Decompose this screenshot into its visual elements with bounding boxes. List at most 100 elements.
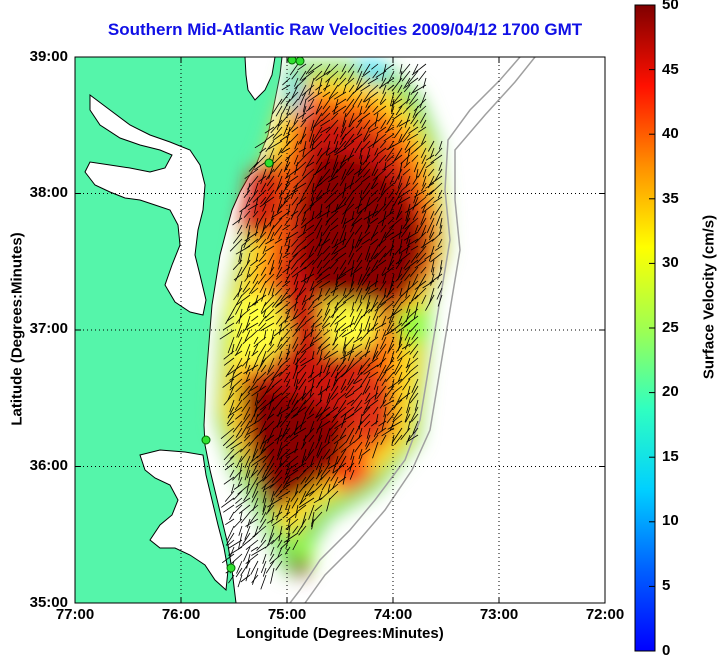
velocity-arrow	[383, 196, 395, 212]
velocity-arrow	[332, 462, 347, 474]
velocity-arrow	[428, 287, 435, 305]
velocity-arrow	[310, 322, 315, 337]
velocity-arrow	[365, 259, 371, 271]
velocity-arrow	[316, 224, 323, 239]
velocity-arrow	[356, 70, 363, 85]
velocity-arrow	[311, 182, 315, 193]
velocity-arrow	[231, 553, 243, 564]
velocity-arrow	[297, 518, 307, 534]
velocity-arrow	[411, 63, 427, 76]
velocity-arrow	[282, 280, 291, 288]
velocity-arrow	[305, 105, 315, 112]
velocity-arrow	[337, 308, 347, 319]
velocity-arrow	[250, 259, 259, 267]
velocity-arrow	[278, 448, 291, 460]
velocity-arrow	[230, 441, 243, 450]
velocity-arrow	[290, 434, 299, 442]
velocity-arrow	[237, 280, 243, 298]
velocity-arrow	[310, 315, 323, 328]
velocity-arrow	[258, 238, 267, 249]
velocity-arrow	[297, 112, 307, 120]
velocity-arrow	[321, 112, 331, 122]
velocity-arrow	[439, 217, 443, 229]
velocity-arrow	[362, 168, 371, 178]
velocity-arrow	[309, 336, 323, 346]
velocity-arrow	[300, 119, 307, 128]
velocity-arrow	[353, 434, 363, 444]
velocity-arrow	[298, 483, 307, 494]
velocity-arrow	[294, 294, 299, 311]
velocity-arrow	[404, 329, 411, 341]
velocity-arrow	[376, 147, 387, 156]
velocity-arrow	[284, 273, 291, 284]
velocity-arrow	[347, 147, 355, 162]
velocity-arrow	[375, 329, 379, 339]
velocity-arrow	[330, 308, 339, 318]
velocity-arrow	[236, 560, 243, 574]
velocity-arrow	[336, 357, 347, 372]
velocity-arrow	[395, 343, 403, 353]
velocity-arrow	[315, 70, 331, 81]
velocity-arrow	[316, 413, 323, 422]
velocity-arrow	[283, 119, 291, 137]
velocity-arrow	[247, 203, 259, 211]
velocity-arrow	[422, 203, 435, 213]
x-tick-label: 73:00	[479, 606, 519, 623]
velocity-arrow	[248, 532, 259, 542]
velocity-arrow	[358, 455, 363, 465]
velocity-arrow	[291, 497, 299, 509]
velocity-arrow	[400, 266, 411, 281]
velocity-arrow	[308, 98, 315, 110]
velocity-arrow	[394, 154, 403, 162]
velocity-arrow	[244, 343, 251, 357]
velocity-arrow	[307, 371, 323, 383]
velocity-arrow	[303, 238, 315, 250]
velocity-arrow	[273, 329, 283, 337]
velocity-arrow	[372, 350, 379, 362]
velocity-arrow	[235, 497, 251, 508]
velocity-arrow	[392, 112, 403, 121]
velocity-arrow	[377, 364, 387, 382]
velocity-arrow	[293, 420, 299, 436]
velocity-arrow	[344, 182, 355, 190]
velocity-arrow	[307, 63, 323, 74]
velocity-arrow	[251, 287, 259, 294]
velocity-arrow	[345, 161, 355, 176]
velocity-arrow	[397, 392, 411, 403]
velocity-arrow	[292, 406, 307, 417]
velocity-arrow	[309, 196, 323, 207]
velocity-arrow	[241, 259, 251, 274]
velocity-arrow	[259, 378, 267, 391]
velocity-arrow	[277, 546, 283, 558]
colorbar-tick-label: 50	[662, 0, 679, 13]
velocity-arrow	[283, 532, 299, 543]
velocity-arrow	[318, 427, 323, 442]
velocity-arrow	[348, 84, 355, 93]
velocity-arrow	[412, 63, 419, 74]
velocity-arrow	[366, 252, 371, 262]
velocity-arrow	[393, 147, 403, 162]
velocity-arrow	[308, 126, 315, 142]
velocity-arrow	[312, 294, 323, 303]
velocity-arrow	[227, 539, 243, 549]
velocity-arrow	[316, 476, 323, 486]
velocity-arrow	[427, 140, 435, 152]
velocity-arrow	[291, 224, 299, 231]
velocity-arrow	[308, 434, 315, 443]
velocity-arrow	[254, 392, 259, 406]
velocity-arrow	[265, 504, 275, 515]
velocity-arrow	[356, 252, 363, 263]
velocity-arrow	[228, 546, 243, 556]
velocity-arrow	[383, 364, 395, 374]
velocity-arrow	[223, 504, 235, 513]
velocity-arrow	[341, 364, 355, 378]
velocity-arrow	[349, 469, 355, 480]
velocity-arrow	[232, 469, 243, 481]
velocity-arrow	[298, 497, 315, 508]
velocity-arrow	[245, 371, 251, 382]
velocity-arrow	[437, 266, 443, 280]
velocity-arrow	[335, 140, 347, 154]
velocity-arrow	[414, 287, 427, 300]
velocity-arrow	[347, 63, 355, 73]
